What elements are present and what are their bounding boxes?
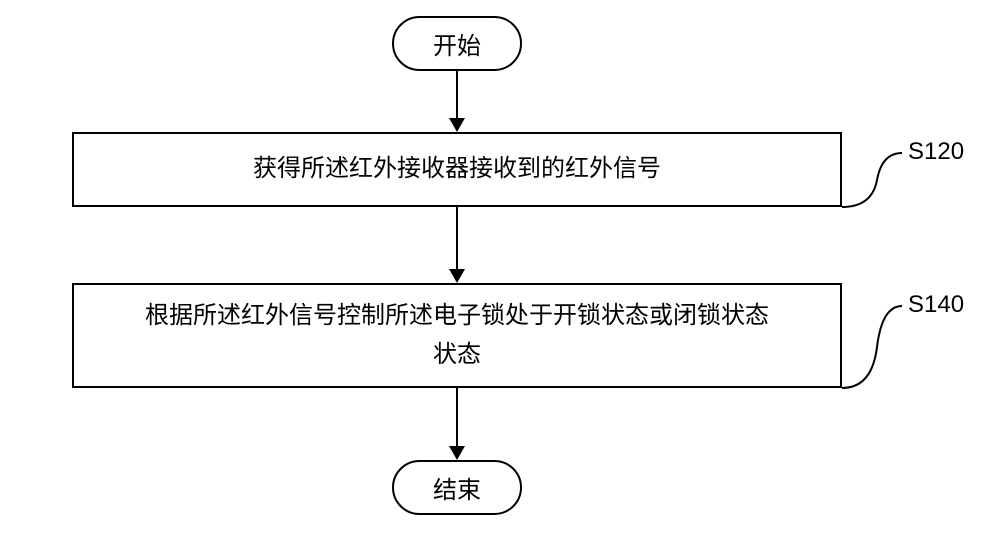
arrow-3-head: [449, 446, 465, 460]
arrow-1-head: [449, 118, 465, 132]
s140-label: S140: [908, 291, 964, 319]
s120-label: S120: [908, 138, 964, 166]
s120-label-text: S120: [908, 138, 964, 165]
s140-text-line1: 根据所述红外信号控制所述电子锁处于开锁状态或闭锁状态: [145, 297, 769, 335]
s140-connector: [842, 303, 902, 389]
flowchart-container: 开始 获得所述红外接收器接收到的红外信号 S120 根据所述红外信号控制所述电子…: [0, 0, 1000, 533]
end-node: 结束: [392, 460, 522, 515]
start-node: 开始: [392, 16, 522, 71]
s120-connector: [842, 150, 902, 208]
process-s140: 根据所述红外信号控制所述电子锁处于开锁状态或闭锁状态 状态: [72, 283, 842, 388]
end-label: 结束: [433, 470, 481, 505]
s140-label-text: S140: [908, 291, 964, 318]
process-s120: 获得所述红外接收器接收到的红外信号: [72, 132, 842, 207]
s120-text: 获得所述红外接收器接收到的红外信号: [253, 150, 661, 188]
s140-text-line2: 状态: [433, 336, 481, 374]
start-label: 开始: [433, 26, 481, 61]
arrow-2-line: [456, 207, 458, 269]
arrow-3-line: [456, 388, 458, 446]
arrow-2-head: [449, 269, 465, 283]
arrow-1-line: [456, 71, 458, 118]
